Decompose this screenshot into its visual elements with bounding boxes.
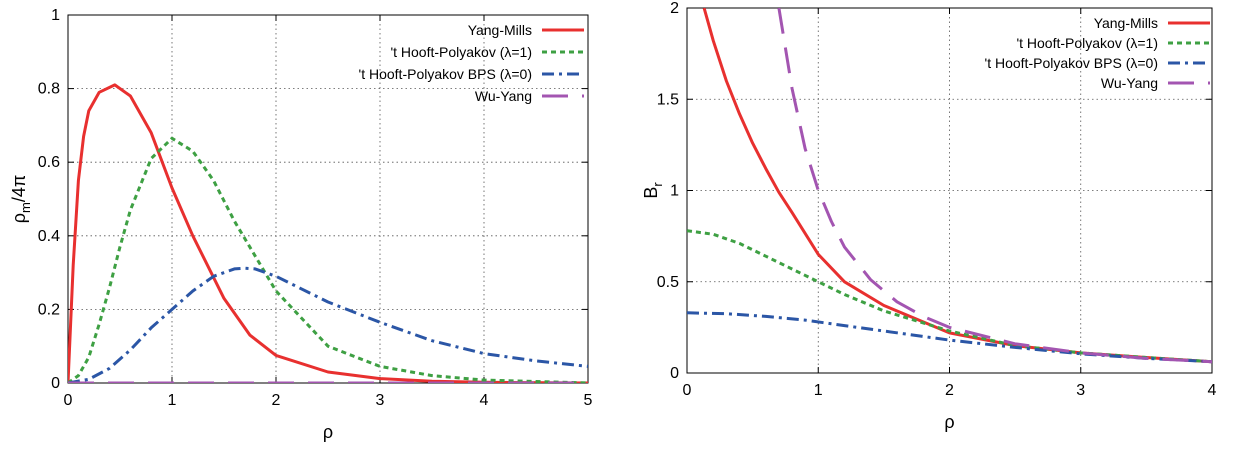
y-tick-label: 0.8: [38, 81, 60, 98]
x-axis-label: ρ: [944, 412, 954, 432]
y-axis-label-sub: m: [18, 202, 33, 213]
series-line-2: [687, 229, 1212, 364]
x-tick-label: 5: [584, 392, 593, 409]
y-axis-label: Br: [641, 182, 665, 199]
x-tick-label: 1: [168, 392, 177, 409]
legend-label-2: 't Hooft-Polyakov (λ=1): [1016, 35, 1158, 51]
y-tick-label: 0: [51, 375, 60, 392]
series-line-3: [68, 266, 588, 383]
x-tick-label: 4: [480, 392, 489, 409]
y-tick-label: 0.6: [38, 154, 60, 171]
legend: Yang-Mills 't Hooft-Polyakov (λ=1) 't Hoof…: [359, 22, 584, 104]
plot-frame: [686, 7, 1213, 374]
legend-label-4: Wu-Yang: [475, 88, 532, 104]
x-tick-label: 1: [814, 382, 823, 399]
y-tick-label: 2: [670, 0, 679, 17]
x-tick-label: 0: [64, 392, 73, 409]
y-axis-label-tail: /4π: [9, 175, 29, 202]
legend-label-1: Yang-Mills: [1094, 15, 1158, 31]
x-axis-label: ρ: [323, 422, 333, 442]
y-tick-label: 1.5: [657, 91, 679, 108]
x-tick-label: 3: [1076, 382, 1085, 399]
y-axis-label-main: ρ: [9, 213, 29, 223]
legend-label-4: Wu-Yang: [1101, 75, 1158, 91]
series-line-1: [68, 83, 588, 383]
y-axis-label-main: B: [641, 187, 661, 199]
legend-label-3: 't Hooft-Polyakov BPS (λ=0): [985, 55, 1158, 71]
x-tick-label: 2: [945, 382, 954, 399]
legend-label-2: 't Hooft-Polyakov (λ=1): [390, 44, 532, 60]
chart-panel-2: 0 1 2 3 4 0 0.5 1 1.5 2 ρ Br Yang-Mills 't Hooft-Poly…: [641, 0, 1217, 432]
x-tick-label: 4: [1208, 382, 1217, 399]
y-tick-label: 1: [51, 7, 60, 24]
legend-label-3: 't Hooft-Polyakov BPS (λ=0): [359, 66, 532, 82]
y-axis-label-sub: r: [650, 182, 665, 187]
legend-label-1: Yang-Mills: [468, 22, 532, 38]
y-tick-label: 0.4: [38, 228, 60, 245]
series-line-2: [68, 136, 588, 383]
x-tick-label: 0: [683, 382, 692, 399]
y-tick-label: 1: [670, 183, 679, 200]
series-group: [68, 83, 588, 383]
y-axis-label: ρm/4π: [9, 175, 33, 224]
series-group: [687, 8, 1212, 364]
y-tick-label: 0: [670, 365, 679, 382]
x-tick-label: 2: [272, 392, 281, 409]
y-tick-label: 0.5: [657, 274, 679, 291]
y-tick-label: 0.2: [38, 301, 60, 318]
x-tick-label: 3: [376, 392, 385, 409]
legend: Yang-Mills 't Hooft-Polyakov (λ=1) 't Hoof…: [985, 15, 1210, 91]
